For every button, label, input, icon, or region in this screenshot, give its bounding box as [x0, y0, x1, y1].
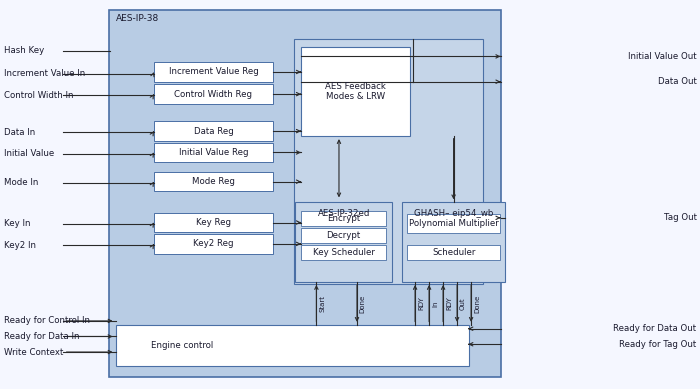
Text: Start: Start: [319, 295, 326, 312]
Text: Data In: Data In: [4, 128, 35, 137]
Text: Ready for Data Out: Ready for Data Out: [613, 324, 696, 333]
Bar: [154, 234, 273, 254]
Text: GHASH– eip54_wb: GHASH– eip54_wb: [414, 209, 494, 218]
Text: Key2 Reg: Key2 Reg: [193, 239, 234, 249]
Bar: [154, 62, 273, 82]
Bar: [295, 202, 392, 282]
Text: Tag Out: Tag Out: [664, 213, 696, 223]
Bar: [154, 213, 273, 232]
Text: Data Reg: Data Reg: [194, 126, 233, 136]
Text: Increment Value In: Increment Value In: [4, 69, 85, 79]
Bar: [301, 47, 410, 136]
Bar: [301, 245, 386, 260]
Text: Encrypt: Encrypt: [327, 214, 360, 223]
Text: Initial Value: Initial Value: [4, 149, 54, 158]
Text: Increment Value Reg: Increment Value Reg: [169, 67, 258, 77]
Text: Control Width Reg: Control Width Reg: [174, 89, 253, 99]
Bar: [116, 325, 469, 366]
Text: Out: Out: [460, 297, 466, 310]
Text: Done: Done: [474, 294, 480, 312]
Text: Done: Done: [360, 294, 366, 312]
Text: Polynomial Multiplier: Polynomial Multiplier: [409, 219, 498, 228]
Text: Initial Value Reg: Initial Value Reg: [178, 148, 248, 157]
Text: Key Reg: Key Reg: [196, 218, 231, 227]
Bar: [108, 10, 500, 377]
Text: Ready for Data In: Ready for Data In: [4, 332, 79, 341]
Text: AES-IP-32ed: AES-IP-32ed: [318, 209, 370, 218]
Text: Mode Reg: Mode Reg: [192, 177, 235, 186]
Text: Hash Key: Hash Key: [4, 46, 43, 55]
Text: RDY: RDY: [446, 296, 452, 310]
Bar: [402, 202, 505, 282]
Text: Data Out: Data Out: [657, 77, 696, 86]
Text: Ready for Tag Out: Ready for Tag Out: [620, 340, 696, 349]
Text: AES Feedback
Modes & LRW: AES Feedback Modes & LRW: [325, 82, 386, 101]
Text: Key2 In: Key2 In: [4, 240, 36, 250]
Bar: [154, 121, 273, 141]
Text: Mode In: Mode In: [4, 178, 38, 187]
Bar: [407, 245, 500, 260]
Bar: [154, 143, 273, 162]
Text: Initial Value Out: Initial Value Out: [628, 52, 696, 61]
Text: Scheduler: Scheduler: [432, 248, 475, 257]
Text: Write Context: Write Context: [4, 347, 63, 357]
Text: Engine control: Engine control: [150, 341, 213, 350]
Bar: [154, 84, 273, 104]
Bar: [301, 211, 386, 226]
Text: Ready for Control In: Ready for Control In: [4, 316, 90, 326]
Text: Key In: Key In: [4, 219, 30, 228]
Text: AES-IP-38: AES-IP-38: [116, 14, 159, 23]
Bar: [294, 39, 483, 284]
Text: Key Scheduler: Key Scheduler: [313, 248, 375, 257]
Text: Control Width In: Control Width In: [4, 91, 73, 100]
Text: In: In: [432, 300, 438, 307]
Bar: [301, 228, 386, 243]
Bar: [154, 172, 273, 191]
Text: RDY: RDY: [418, 296, 424, 310]
Text: Decrypt: Decrypt: [327, 231, 360, 240]
Bar: [407, 214, 500, 233]
